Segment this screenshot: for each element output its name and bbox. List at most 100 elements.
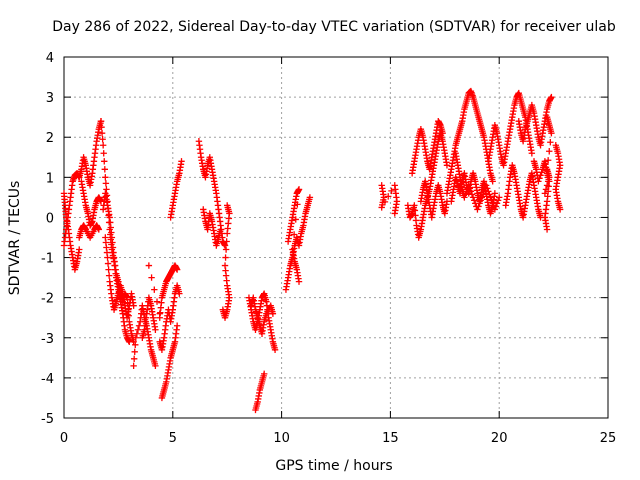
data-point bbox=[482, 182, 490, 189]
data-point bbox=[542, 186, 550, 193]
data-point bbox=[478, 194, 485, 201]
data-point bbox=[178, 158, 185, 165]
y-tick-label: 1 bbox=[46, 171, 54, 186]
data-point bbox=[491, 206, 499, 213]
data-point bbox=[469, 194, 477, 201]
data-point bbox=[479, 191, 487, 198]
data-point bbox=[98, 123, 105, 131]
data-point bbox=[491, 190, 499, 197]
data-point bbox=[133, 330, 141, 337]
x-axis-label: GPS time / hours bbox=[275, 458, 392, 474]
chart-title: Day 286 of 2022, Sidereal Day-to-day VTE… bbox=[52, 19, 616, 35]
data-point bbox=[391, 210, 398, 217]
data-point bbox=[468, 191, 476, 198]
data-point bbox=[485, 188, 492, 195]
data-point bbox=[76, 246, 83, 253]
data-point bbox=[103, 186, 110, 193]
data-point bbox=[484, 185, 491, 192]
data-point bbox=[290, 231, 298, 238]
data-point bbox=[97, 117, 105, 125]
data-point bbox=[465, 182, 472, 189]
data-point bbox=[145, 262, 153, 269]
y-tick-label: 3 bbox=[46, 91, 54, 106]
data-point bbox=[385, 193, 392, 200]
data-points bbox=[60, 87, 564, 414]
data-point bbox=[476, 200, 483, 207]
data-point bbox=[151, 286, 158, 293]
x-tick-label: 0 bbox=[60, 431, 68, 446]
x-tick-label: 10 bbox=[273, 431, 290, 446]
y-tick-label: 4 bbox=[46, 51, 54, 66]
data-point bbox=[467, 188, 475, 195]
gridlines bbox=[64, 57, 608, 418]
data-point bbox=[148, 274, 155, 281]
data-point bbox=[541, 190, 549, 197]
data-point bbox=[544, 157, 552, 164]
data-point bbox=[536, 175, 543, 182]
data-point bbox=[547, 139, 554, 146]
data-point bbox=[152, 326, 159, 333]
data-point bbox=[295, 186, 303, 193]
data-point bbox=[223, 238, 230, 245]
data-point bbox=[104, 260, 112, 267]
data-point bbox=[101, 166, 108, 173]
data-point bbox=[295, 278, 303, 285]
data-point bbox=[546, 174, 553, 181]
data-point bbox=[543, 226, 551, 233]
data-point bbox=[548, 130, 555, 137]
data-point bbox=[130, 302, 137, 309]
data-point bbox=[102, 180, 110, 187]
x-tick-label: 15 bbox=[382, 431, 399, 446]
data-point bbox=[219, 306, 227, 313]
data-point bbox=[439, 130, 446, 137]
data-point bbox=[294, 201, 301, 208]
data-point bbox=[123, 294, 131, 301]
data-point bbox=[548, 93, 555, 101]
data-point bbox=[269, 310, 277, 317]
data-point bbox=[173, 266, 181, 273]
data-point bbox=[388, 187, 395, 195]
data-point bbox=[173, 322, 181, 329]
y-tick-label: -3 bbox=[41, 332, 54, 347]
x-tick-label: 5 bbox=[169, 431, 177, 446]
data-point bbox=[489, 178, 496, 185]
data-point bbox=[101, 158, 108, 165]
axis-ticks bbox=[63, 56, 609, 419]
data-point bbox=[546, 148, 553, 155]
data-point bbox=[222, 246, 230, 253]
data-point bbox=[100, 150, 107, 157]
y-tick-label: -5 bbox=[41, 412, 54, 427]
data-point bbox=[221, 242, 229, 249]
data-point bbox=[492, 203, 500, 210]
data-point bbox=[130, 362, 137, 370]
data-point bbox=[381, 198, 389, 206]
data-point bbox=[466, 185, 474, 192]
y-axis-label: SDTVAR / TECUs bbox=[7, 181, 23, 296]
data-point bbox=[475, 203, 482, 210]
data-point bbox=[378, 204, 385, 211]
y-tick-label: -4 bbox=[41, 372, 54, 387]
data-point bbox=[462, 191, 469, 198]
data-point bbox=[496, 194, 503, 201]
data-point bbox=[134, 326, 142, 333]
data-point bbox=[477, 197, 484, 204]
data-point bbox=[494, 197, 502, 204]
data-point bbox=[217, 226, 224, 233]
data-point bbox=[99, 136, 106, 143]
data-point bbox=[152, 362, 159, 370]
y-tick-labels: -5 -4 -3 -2 -1 0 1 2 3 4 bbox=[41, 51, 54, 427]
data-point bbox=[124, 306, 132, 313]
data-point bbox=[98, 130, 106, 137]
x-tick-label: 20 bbox=[491, 431, 508, 446]
y-tick-label: 2 bbox=[46, 131, 54, 146]
data-point bbox=[124, 300, 131, 307]
data-point bbox=[474, 206, 481, 213]
data-point bbox=[535, 178, 542, 185]
y-tick-label: 0 bbox=[46, 211, 54, 226]
data-point bbox=[222, 254, 229, 261]
data-point bbox=[538, 169, 545, 176]
data-point bbox=[488, 197, 495, 204]
data-point bbox=[544, 178, 552, 185]
